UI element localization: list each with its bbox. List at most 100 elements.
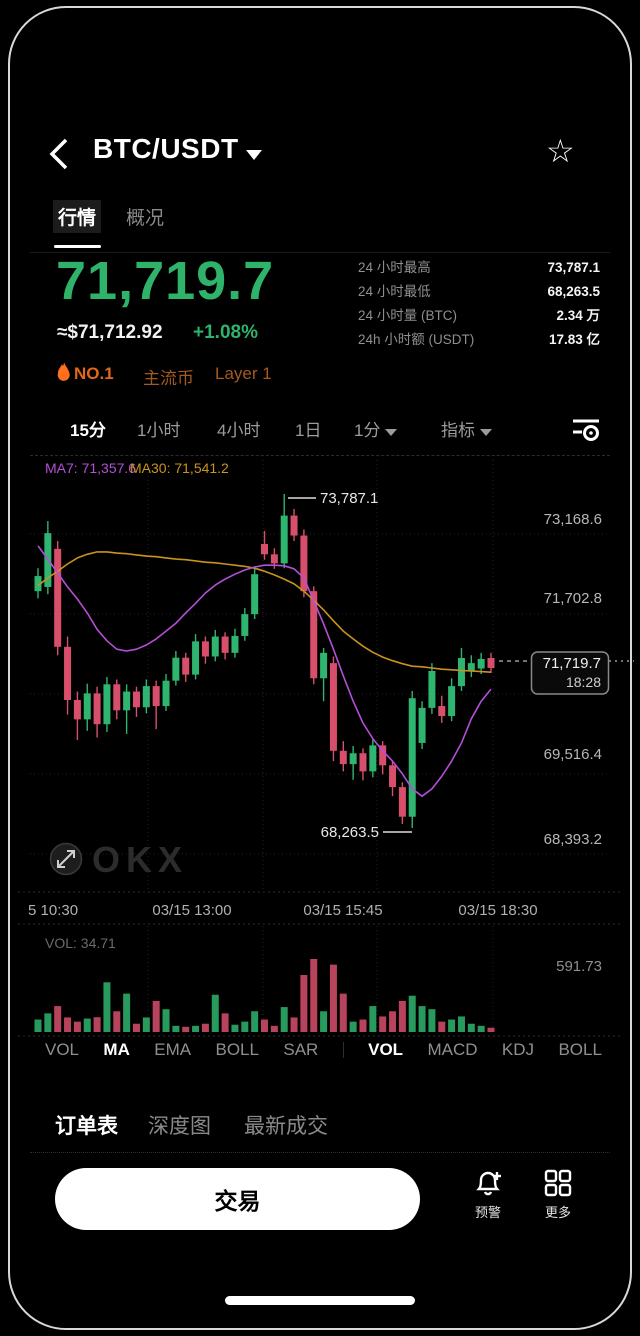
timeframe-1d[interactable]: 1日 bbox=[295, 421, 322, 440]
volume-bar bbox=[379, 1016, 387, 1032]
divider bbox=[342, 1042, 344, 1058]
more-button[interactable]: 更多 bbox=[528, 1168, 588, 1221]
volume-scale-label: 591.73 bbox=[556, 958, 602, 975]
last-price-tag[interactable] bbox=[530, 651, 610, 695]
candle-body bbox=[162, 680, 170, 707]
timeframe-15m[interactable]: 15分 bbox=[70, 421, 106, 440]
candle-body bbox=[241, 614, 249, 636]
candle-body bbox=[73, 700, 81, 720]
indicator-tab-boll2[interactable]: BOLL bbox=[558, 1040, 602, 1059]
candle-body bbox=[428, 670, 436, 708]
volume-bar bbox=[438, 1021, 446, 1032]
pair-dropdown-icon[interactable] bbox=[246, 150, 262, 160]
volume-bar bbox=[93, 1017, 101, 1032]
volume-bar bbox=[487, 1027, 495, 1032]
volume-bar bbox=[300, 975, 308, 1032]
y-axis-label: 73,168.6 bbox=[544, 511, 602, 528]
panel-tab-depth[interactable]: 深度图 bbox=[148, 1115, 211, 1138]
panel-tab-orderbook[interactable]: 订单表 bbox=[55, 1115, 118, 1138]
candle-body bbox=[34, 576, 42, 592]
y-axis-label: 68,393.2 bbox=[544, 831, 602, 848]
stat-value: 17.83 亿 bbox=[548, 332, 600, 347]
x-axis-label: 03/15 18:30 bbox=[458, 902, 537, 919]
panel-tab-trades[interactable]: 最新成交 bbox=[244, 1115, 328, 1138]
chevron-down-icon bbox=[480, 429, 492, 436]
x-axis-label: 03/15 13:00 bbox=[152, 902, 231, 919]
candle-body bbox=[172, 657, 180, 681]
volume-bar bbox=[290, 1017, 298, 1032]
price-chart[interactable]: OKX MA7: 71,357.6 MA30: 71,541.2 73,168.… bbox=[0, 456, 640, 1040]
indicator-tab-ema[interactable]: EMA bbox=[154, 1040, 192, 1059]
timeframe-dropdown-label: 1分 bbox=[354, 421, 381, 440]
volume-bar bbox=[251, 1011, 259, 1032]
candle-body bbox=[152, 686, 160, 707]
back-button[interactable] bbox=[46, 136, 76, 172]
candle-body bbox=[83, 693, 91, 720]
volume-bar bbox=[477, 1025, 485, 1032]
last-price: 71,719.7 bbox=[56, 251, 275, 311]
indicator-tab-vol2[interactable]: VOL bbox=[368, 1040, 404, 1059]
indicator-tab-sar[interactable]: SAR bbox=[283, 1040, 319, 1059]
tag-layer1[interactable]: Layer 1 bbox=[215, 364, 272, 383]
volume-bar bbox=[132, 1023, 140, 1032]
candle-body bbox=[123, 691, 131, 711]
okx-logo: OKX bbox=[92, 839, 188, 880]
volume-current-label: VOL: 34.71 bbox=[45, 935, 116, 951]
indicator-dropdown-label: 指标 bbox=[441, 421, 475, 440]
stat-label: 24 小时量 (BTC) bbox=[358, 308, 458, 323]
indicator-tab-vol[interactable]: VOL bbox=[45, 1040, 80, 1059]
candle-body bbox=[113, 684, 121, 711]
ma7-legend: MA7: 71,357.6 bbox=[45, 460, 136, 476]
tag-mainstream[interactable]: 主流币 bbox=[143, 369, 194, 388]
volume-bar bbox=[44, 1013, 52, 1032]
candle-body bbox=[349, 753, 357, 765]
volume-bar bbox=[261, 1019, 269, 1032]
candle-body bbox=[64, 646, 72, 701]
indicator-tab-macd[interactable]: MACD bbox=[427, 1040, 478, 1059]
volume-bar bbox=[398, 1000, 406, 1032]
volume-bar bbox=[152, 1000, 160, 1032]
volume-bar bbox=[369, 1006, 377, 1032]
volume-bar bbox=[280, 1007, 288, 1032]
tab-overview[interactable]: 概况 bbox=[126, 208, 165, 229]
tab-market[interactable]: 行情 bbox=[53, 200, 102, 233]
candle-body bbox=[369, 745, 377, 772]
back-chevron-icon bbox=[49, 138, 68, 170]
favorite-star-icon[interactable]: ☆ bbox=[546, 133, 575, 169]
volume-bar bbox=[241, 1021, 249, 1032]
indicator-tab-ma[interactable]: MA bbox=[103, 1040, 130, 1059]
chevron-down-icon bbox=[385, 429, 398, 436]
rank-badge[interactable]: NO.1 bbox=[74, 364, 114, 383]
alert-button[interactable]: 预警 bbox=[458, 1168, 518, 1221]
indicator-dropdown[interactable]: 指标 bbox=[441, 416, 492, 441]
timeframe-dropdown[interactable]: 1分 bbox=[354, 416, 398, 441]
indicator-tab-kdj[interactable]: KDJ bbox=[501, 1040, 535, 1059]
candle-body bbox=[467, 663, 475, 671]
candle-body bbox=[93, 693, 101, 725]
candle-body bbox=[408, 698, 416, 817]
ma30-line bbox=[37, 551, 492, 673]
home-indicator[interactable] bbox=[225, 1296, 415, 1305]
last-price-tag-value: 71,719.7 bbox=[543, 655, 601, 672]
ma30-legend: MA30: 71,541.2 bbox=[130, 460, 229, 476]
indicator-tab-boll[interactable]: BOLL bbox=[215, 1040, 259, 1059]
candle-body bbox=[457, 657, 465, 687]
candle-body bbox=[201, 641, 209, 657]
high-marker-label: 73,787.1 bbox=[320, 490, 378, 507]
volume-bar bbox=[320, 1011, 328, 1032]
volume-bar bbox=[142, 1017, 150, 1032]
candle-body bbox=[448, 686, 456, 717]
y-axis-label: 71,702.8 bbox=[544, 590, 602, 607]
candle-body bbox=[320, 652, 328, 679]
candle-body bbox=[270, 554, 278, 564]
trade-button[interactable]: 交易 bbox=[55, 1168, 420, 1230]
change-percent: +1.08% bbox=[193, 322, 258, 343]
stat-value: 73,787.1 bbox=[547, 260, 600, 275]
candle-body bbox=[329, 663, 337, 751]
timeframe-4h[interactable]: 4小时 bbox=[217, 421, 261, 440]
timeframe-1h[interactable]: 1小时 bbox=[137, 421, 181, 440]
candle-body bbox=[389, 765, 397, 788]
volume-bar bbox=[172, 1025, 180, 1032]
volume-bar bbox=[418, 1006, 426, 1032]
chart-settings-icon[interactable] bbox=[570, 414, 602, 446]
